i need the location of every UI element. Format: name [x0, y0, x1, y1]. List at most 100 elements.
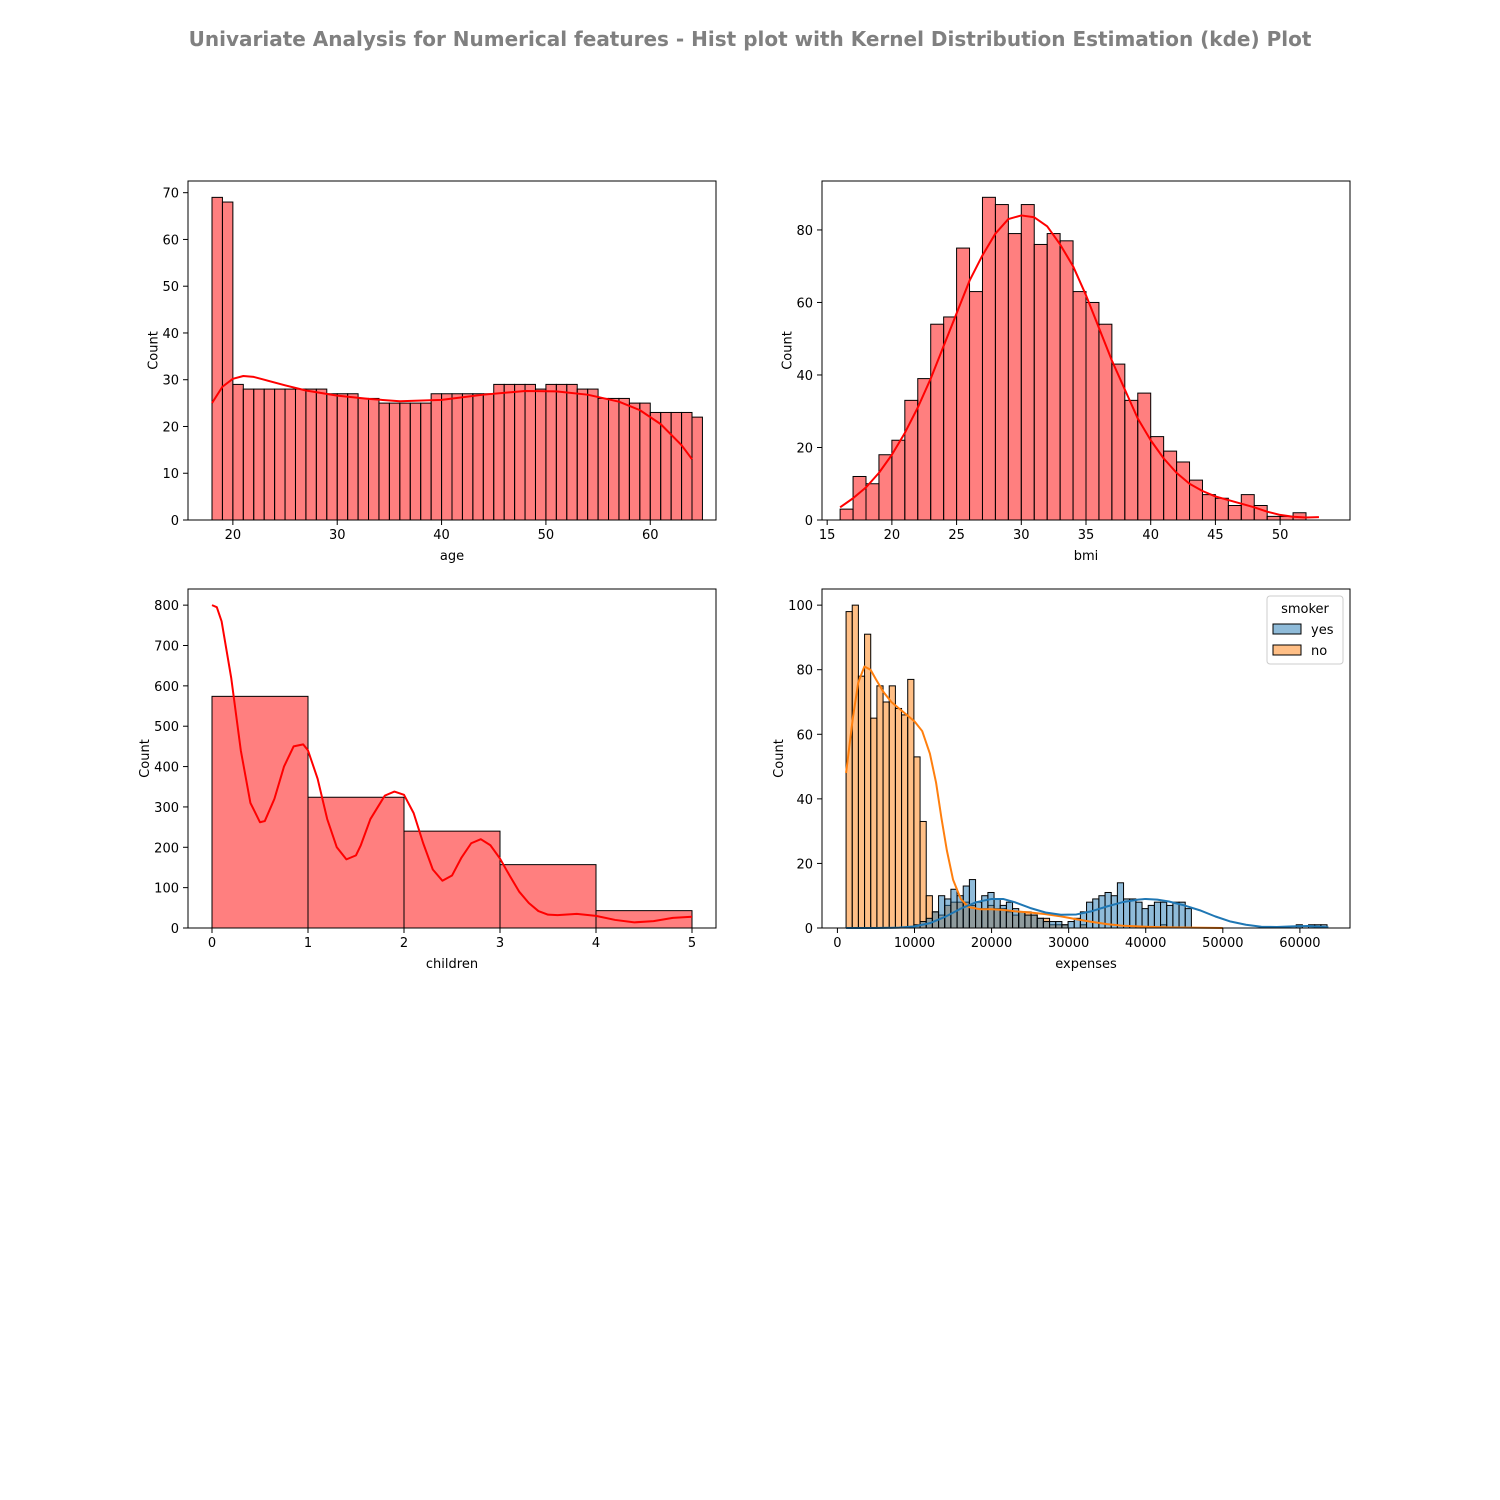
expenses-bar — [1116, 882, 1125, 929]
bmi-bar — [956, 247, 971, 521]
bmi-bar — [1189, 479, 1203, 521]
bmi-bar — [994, 204, 1009, 521]
age-bar — [566, 383, 578, 521]
bmi-xtick-label: 40 — [1142, 528, 1159, 543]
age-bar — [221, 201, 234, 521]
expenses-bar — [1110, 895, 1118, 929]
age-bar — [576, 388, 589, 521]
children-xtick-label: 0 — [208, 936, 216, 951]
age-ytick-label: 70 — [162, 187, 179, 202]
expenses-bar — [1024, 914, 1032, 929]
expenses-ytick-label: 60 — [796, 728, 813, 743]
children-ylabel: Count — [138, 739, 153, 778]
age-bar — [545, 383, 557, 521]
expenses-bar — [1184, 908, 1192, 929]
age-bar — [503, 383, 516, 521]
children-ytick-label: 0 — [171, 922, 179, 937]
expenses-bar — [882, 701, 890, 929]
children-ytick-label: 600 — [154, 680, 179, 695]
bmi-bar — [1085, 301, 1100, 521]
bmi-xtick-label: 25 — [948, 528, 965, 543]
children-ytick-label: 400 — [154, 761, 179, 776]
age-xtick-label: 20 — [225, 528, 242, 543]
age-bar — [461, 393, 474, 521]
bmi-bar — [852, 475, 867, 521]
legend-label-yes: yes — [1311, 623, 1334, 638]
bmi-bar — [1214, 497, 1229, 521]
age-bar — [399, 402, 411, 521]
expenses-bar — [876, 685, 884, 929]
bmi-bar — [1072, 291, 1087, 521]
children-xtick-label: 5 — [688, 936, 696, 951]
children-xtick-label: 4 — [592, 936, 600, 951]
age-bar — [315, 388, 328, 521]
expenses-bar — [913, 756, 921, 929]
expenses-bar — [857, 675, 866, 929]
age-bar — [368, 397, 380, 521]
expenses-bar — [1160, 901, 1168, 929]
bmi-bar — [917, 378, 932, 521]
expenses-xtick-label: 10000 — [894, 936, 935, 951]
expenses-ytick-label: 100 — [788, 599, 813, 614]
expenses-bar — [1086, 901, 1094, 929]
age-bar — [253, 388, 265, 521]
expenses-xtick-label: 0 — [833, 936, 841, 951]
age-bar — [232, 383, 244, 521]
age-xtick-label: 40 — [433, 528, 450, 543]
children-kde-children — [211, 604, 693, 924]
expenses-axes-frame — [821, 588, 1351, 929]
age-bar — [597, 397, 610, 521]
age-kde-age — [211, 374, 693, 460]
bmi-bar — [943, 316, 958, 521]
children-xtick-label: 2 — [400, 936, 408, 951]
age-bar — [284, 388, 296, 521]
bmi-bar — [1227, 504, 1242, 521]
age-ytick-label: 20 — [162, 420, 179, 435]
expenses-bar — [975, 901, 983, 929]
bmi-ylabel: Count — [780, 331, 795, 370]
age-ytick-label: 50 — [162, 280, 179, 295]
expenses-bar — [999, 904, 1007, 929]
expenses-xtick-label: 40000 — [1125, 936, 1166, 951]
age-bar — [681, 411, 693, 521]
children-bar — [211, 695, 309, 929]
age-bar — [326, 393, 338, 521]
legend-title: smoker — [1281, 602, 1329, 617]
bmi-bar — [865, 483, 880, 521]
age-bar — [294, 388, 307, 521]
bmi-bar — [969, 291, 983, 521]
bmi-xtick-label: 45 — [1207, 528, 1224, 543]
bmi-bar — [1020, 204, 1035, 521]
expenses-bar — [1049, 921, 1057, 929]
children-xtick-label: 3 — [496, 936, 504, 951]
expenses-ytick-label: 80 — [796, 664, 813, 679]
expenses-bar — [919, 820, 927, 929]
bmi-bar — [1124, 399, 1139, 521]
expenses-bar — [1042, 921, 1051, 929]
age-bar — [409, 402, 422, 521]
children-ytick-label: 500 — [154, 720, 179, 735]
age-xlabel: age — [440, 549, 464, 564]
age-bar — [242, 388, 255, 521]
bmi-bar — [1201, 494, 1216, 521]
bmi-bar — [1266, 515, 1281, 521]
bmi-bar — [1046, 233, 1061, 521]
bmi-xtick-label: 20 — [884, 528, 901, 543]
expenses-xtick-label: 60000 — [1279, 936, 1320, 951]
children-bar — [403, 830, 501, 929]
expenses-xtick-label: 30000 — [1048, 936, 1089, 951]
expenses-bar — [1123, 898, 1131, 929]
expenses-bar — [864, 633, 872, 929]
expenses-bar — [1018, 911, 1026, 929]
expenses-bar — [1005, 901, 1014, 929]
age-bar — [493, 383, 505, 521]
age-xtick-label: 60 — [642, 528, 659, 543]
bmi-bar — [1007, 233, 1022, 521]
expenses-kde-yes — [846, 897, 1329, 929]
expenses-ylabel: Count — [772, 739, 787, 778]
age-bar — [263, 388, 276, 521]
age-bar — [378, 402, 390, 521]
bmi-kde-bmi — [839, 214, 1319, 519]
bmi-bars-bmi — [839, 196, 1307, 521]
